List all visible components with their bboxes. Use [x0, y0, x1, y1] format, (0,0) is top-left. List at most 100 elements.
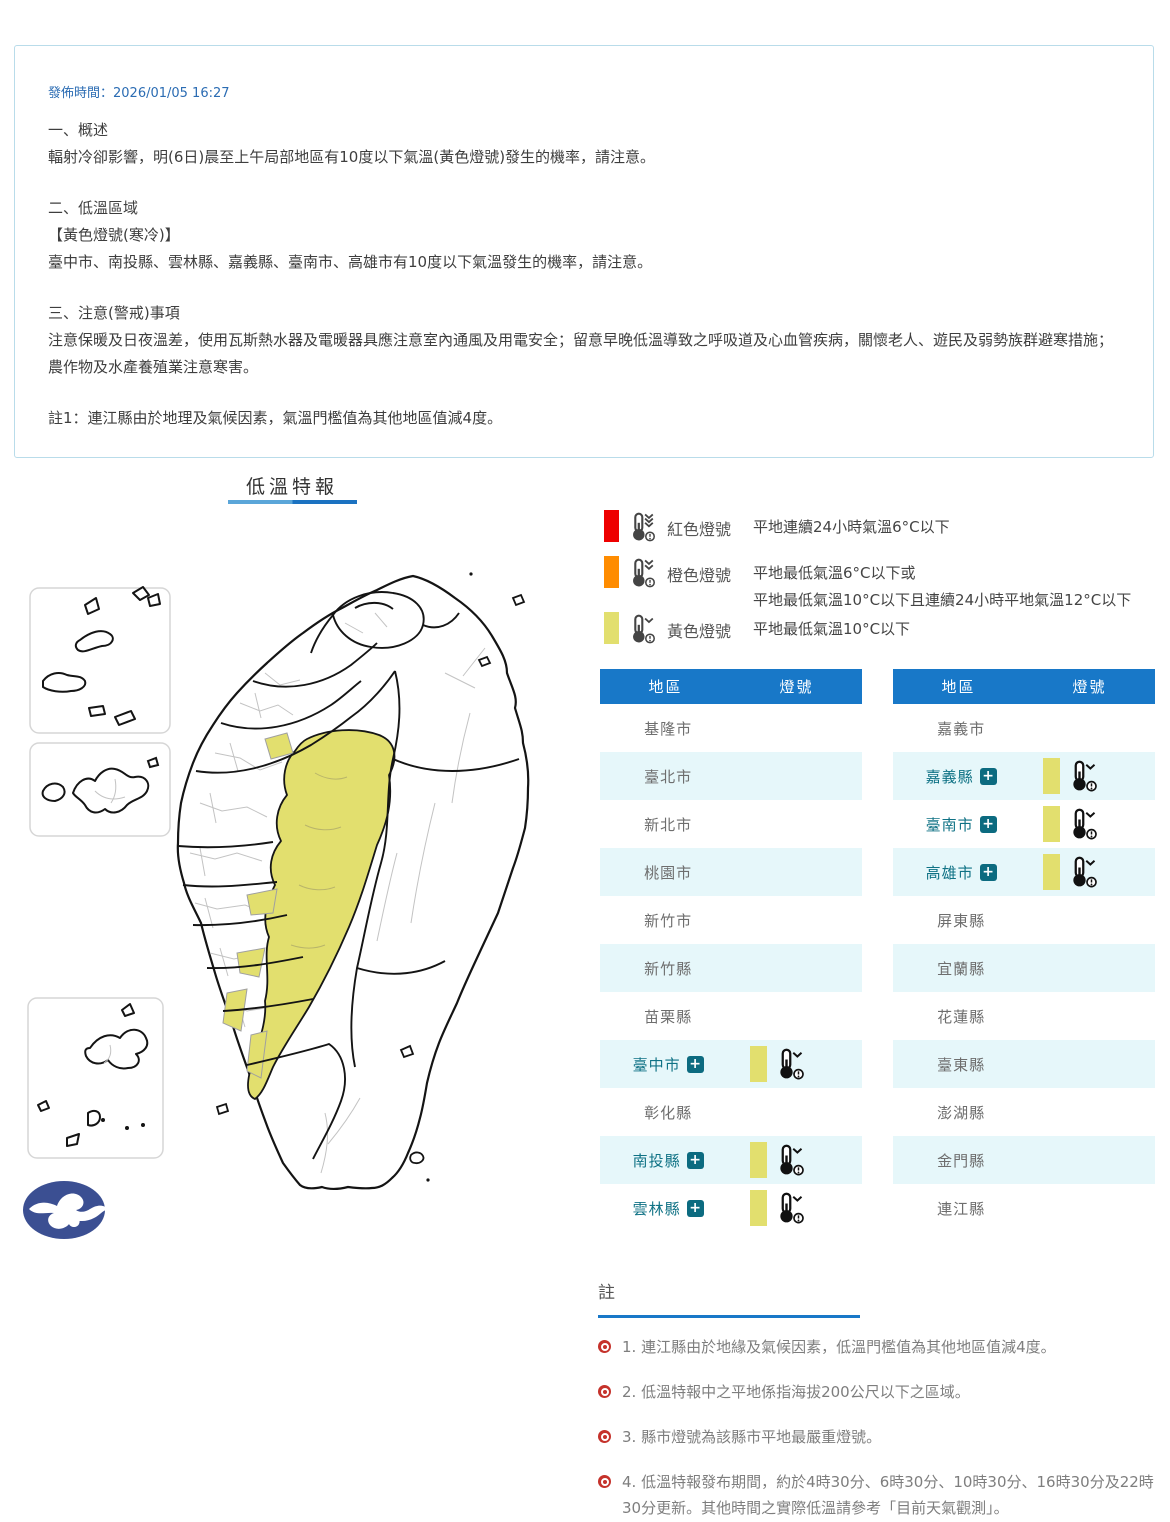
plus-icon[interactable]: [979, 767, 997, 785]
plus-icon[interactable]: [979, 863, 997, 881]
table-row: 臺南市: [893, 800, 1155, 848]
region-name[interactable]: 雲林縣: [632, 1199, 681, 1218]
section-title: 三、注意(警戒)事項: [48, 304, 180, 322]
region-name: 澎湖縣: [937, 1103, 986, 1122]
table-row: 屏東縣: [893, 896, 1155, 944]
notes-title-underline: [598, 1315, 860, 1318]
region-name[interactable]: 南投縣: [632, 1151, 681, 1170]
region-name[interactable]: 臺南市: [925, 815, 974, 834]
region-name: 新竹縣: [644, 959, 693, 978]
region-name: 嘉義市: [937, 719, 986, 738]
region-name[interactable]: 高雄市: [925, 863, 974, 882]
region-name: 基隆市: [644, 719, 693, 738]
table-header: 地區 燈號: [893, 669, 1155, 704]
table-row: 新北市: [600, 800, 862, 848]
region-name: 苗栗縣: [644, 1007, 693, 1026]
thermometer-down-icon: [632, 614, 656, 644]
legend-item-yellow: 黃色燈號 平地最低氣溫10°C以下: [604, 612, 910, 646]
note-item: 1. 連江縣由於地緣及氣候因素，低溫門檻值為其他地區值減4度。: [598, 1334, 1158, 1360]
taiwan-map: [23, 572, 530, 1239]
table-row: 彰化縣: [600, 1088, 862, 1136]
table-row: 新竹縣: [600, 944, 862, 992]
section-subtitle: 【黃色燈號(寒冷)】: [48, 226, 180, 244]
red-signal-swatch: [604, 510, 619, 542]
region-name: 臺東縣: [937, 1055, 986, 1074]
table-row: 基隆市: [600, 704, 862, 752]
note-item: 4. 低溫特報發布期間，約於4時30分、6時30分、10時30分、16時30分及…: [598, 1469, 1158, 1521]
notes-title: 註: [598, 1283, 617, 1303]
table-row: 苗栗縣: [600, 992, 862, 1040]
note-text: 2. 低溫特報中之平地係指海拔200公尺以下之區域。: [622, 1383, 970, 1401]
publish-time: 發佈時間：2026/01/05 16:27: [48, 86, 230, 101]
region-name: 屏東縣: [937, 911, 986, 930]
region-table-left: 地區 燈號 基隆市 臺北市 新北市 桃園市 新竹市 新竹縣 苗栗縣 臺中市 彰化…: [600, 669, 862, 1232]
table-row: 嘉義縣: [893, 752, 1155, 800]
table-row: 花蓮縣: [893, 992, 1155, 1040]
notes-section: 註 1. 連江縣由於地緣及氣候因素，低溫門檻值為其他地區值減4度。 2. 低溫特…: [598, 1278, 1158, 1522]
thermometer-down-icon: [632, 558, 656, 588]
target-bullet-icon: [598, 1385, 611, 1398]
plus-icon[interactable]: [686, 1055, 704, 1073]
penghu-inset: [27, 997, 164, 1159]
region-name: 臺北市: [644, 767, 693, 786]
thermometer-down-icon: [779, 1048, 805, 1080]
legend-label: 橙色燈號: [667, 566, 732, 585]
region-name: 新北市: [644, 815, 693, 834]
region-name[interactable]: 嘉義縣: [925, 767, 974, 786]
section-body: 輻射冷卻影響，明(6日)晨至上午局部地區有10度以下氣溫(黃色燈號)發生的機率，…: [48, 148, 656, 166]
section-title: 一、概述: [48, 121, 109, 139]
yellow-signal-bar: [750, 1142, 768, 1178]
table-row: 連江縣: [893, 1184, 1155, 1232]
plus-icon[interactable]: [979, 815, 997, 833]
region-name: 花蓮縣: [937, 1007, 986, 1026]
note-item: 2. 低溫特報中之平地係指海拔200公尺以下之區域。: [598, 1379, 1158, 1405]
note-text: 3. 縣市燈號為該縣市平地最嚴重燈號。: [622, 1428, 882, 1446]
column-header-region: 地區: [941, 678, 976, 696]
cwb-logo: [23, 1181, 108, 1239]
section-footnote: 註1：連江縣由於地理及氣候因素，氣溫門檻值為其他地區值減4度。: [48, 405, 1120, 432]
footnote-text: 註1：連江縣由於地理及氣候因素，氣溫門檻值為其他地區值減4度。: [48, 409, 503, 427]
legend-item-red: 紅色燈號 平地連續24小時氣溫6°C以下: [604, 510, 950, 544]
table-row: 金門縣: [893, 1136, 1155, 1184]
target-bullet-icon: [598, 1340, 611, 1353]
orange-signal-swatch: [604, 556, 619, 588]
legend-desc: 平地最低氣溫6°C以下或: [753, 564, 916, 582]
legend-desc: 平地連續24小時氣溫6°C以下: [753, 518, 950, 536]
yellow-signal-bar: [1043, 806, 1061, 842]
region-name: 彰化縣: [644, 1103, 693, 1122]
thermometer-down-icon: [1072, 760, 1098, 792]
region-name[interactable]: 臺中市: [632, 1055, 681, 1074]
thermometer-down-icon: [632, 512, 656, 542]
region-name: 金門縣: [937, 1151, 986, 1170]
table-row: 桃園市: [600, 848, 862, 896]
table-row: 臺東縣: [893, 1040, 1155, 1088]
note-text: 4. 低溫特報發布期間，約於4時30分、6時30分、10時30分、16時30分及…: [622, 1473, 1154, 1517]
table-row: 澎湖縣: [893, 1088, 1155, 1136]
table-row: 臺中市: [600, 1040, 862, 1088]
legend-desc: 平地最低氣溫10°C以下且連續24小時平地氣溫12°C以下: [753, 591, 1132, 609]
section-title: 二、低溫區域: [48, 199, 139, 217]
note-item: 3. 縣市燈號為該縣市平地最嚴重燈號。: [598, 1424, 1158, 1450]
region-table-right: 地區 燈號 嘉義市 嘉義縣 臺南市 高雄市 屏東縣 宜蘭縣 花蓮縣 臺東縣 澎湖…: [893, 669, 1155, 1232]
column-header-signal: 燈號: [779, 678, 814, 696]
target-bullet-icon: [598, 1430, 611, 1443]
note-text: 1. 連江縣由於地緣及氣候因素，低溫門檻值為其他地區值減4度。: [622, 1338, 1056, 1356]
region-name: 連江縣: [937, 1199, 986, 1218]
county-borders: [177, 591, 520, 1160]
report-summary-box: 發佈時間：2026/01/05 16:27 一、概述 輻射冷卻影響，明(6日)晨…: [14, 45, 1154, 458]
plus-icon[interactable]: [686, 1199, 704, 1217]
offshore-islets: [215, 572, 526, 1182]
table-row: 高雄市: [893, 848, 1155, 896]
thermometer-down-icon: [779, 1144, 805, 1176]
kinmen-inset: [29, 742, 171, 837]
map-title: 低溫特報: [246, 476, 339, 498]
thermometer-down-icon: [1072, 856, 1098, 888]
legend-label: 紅色燈號: [667, 520, 732, 539]
region-name: 宜蘭縣: [937, 959, 986, 978]
plus-icon[interactable]: [686, 1151, 704, 1169]
table-row: 南投縣: [600, 1136, 862, 1184]
table-row: 雲林縣: [600, 1184, 862, 1232]
table-row: 宜蘭縣: [893, 944, 1155, 992]
thermometer-down-icon: [1072, 808, 1098, 840]
table-row: 嘉義市: [893, 704, 1155, 752]
